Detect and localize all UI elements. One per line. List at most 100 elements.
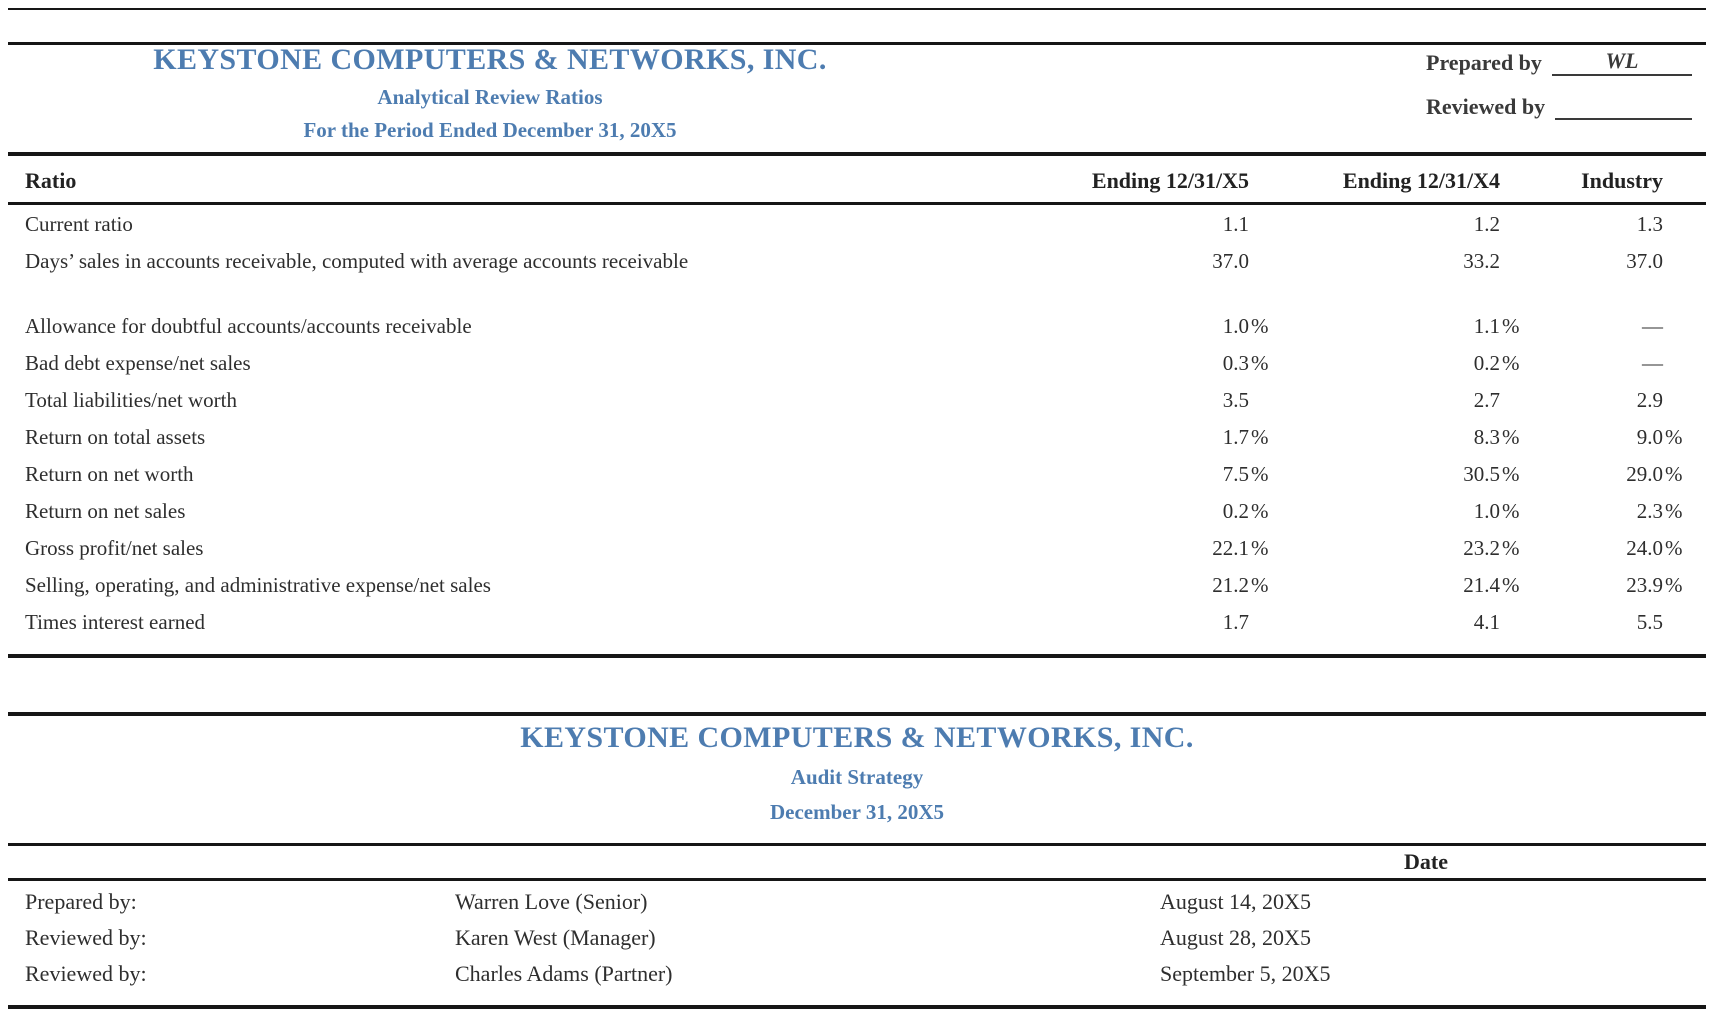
reviewed-by-signature-line <box>1555 92 1692 120</box>
value-x4: 21.4 <box>1463 573 1500 597</box>
value-x4-suffix: % <box>1502 314 1520 338</box>
row-allowance-doubtful-accounts: Allowance for doubtful accounts/accounts… <box>8 308 1706 345</box>
column-header-ending-x5: Ending 12/31/X5 <box>1091 168 1249 193</box>
value-industry: 29.0 <box>1626 462 1663 486</box>
value-x5: 1.7 <box>1222 425 1249 449</box>
value-x4-suffix: % <box>1502 351 1520 375</box>
value-industry: 23.9 <box>1626 573 1663 597</box>
value-x4: 1.1 <box>1473 314 1500 338</box>
value-x5: 1.7 <box>1222 610 1249 634</box>
value-x4: 1.2 <box>1473 212 1500 236</box>
ratio-label: Return on total assets <box>25 425 206 449</box>
value-x5: 3.5 <box>1222 388 1249 412</box>
value-industry: 2.9 <box>1636 388 1663 412</box>
value-x5-suffix: % <box>1251 499 1269 523</box>
section2-company-title: KEYSTONE COMPUTERS & NETWORKS, INC. <box>520 721 1194 754</box>
value-x5: 1.1 <box>1222 212 1249 236</box>
signoff-name: Karen West (Manager) <box>455 925 656 950</box>
signature-block: Prepared by WL Reviewed by <box>1426 46 1692 134</box>
value-industry: 1.3 <box>1636 212 1663 236</box>
value-industry: — <box>1642 351 1663 375</box>
value-x4-suffix: % <box>1502 573 1520 597</box>
section2-date-line: December 31, 20X5 <box>770 800 944 824</box>
value-x4: 4.1 <box>1473 610 1500 634</box>
section2-date-rule <box>8 878 1706 881</box>
value-x5-suffix: % <box>1251 425 1269 449</box>
table-bottom-rule <box>8 654 1706 658</box>
section1-subtitle: Analytical Review Ratios <box>377 85 603 109</box>
column-header-date: Date <box>1404 849 1448 874</box>
signoff-table-body: Prepared by: Warren Love (Senior) August… <box>8 884 1706 992</box>
section2-subtitle: Audit Strategy <box>790 765 924 789</box>
signoff-name: Warren Love (Senior) <box>455 889 648 914</box>
ratios-table-header: Ratio Ending 12/31/X5 Ending 12/31/X4 In… <box>8 166 1706 200</box>
value-x4-suffix: % <box>1502 499 1520 523</box>
signoff-date: August 14, 20X5 <box>1160 889 1311 914</box>
value-x5: 0.3 <box>1222 351 1249 375</box>
value-industry-suffix: % <box>1665 499 1683 523</box>
value-x5: 7.5 <box>1222 462 1249 486</box>
value-x4: 0.2 <box>1473 351 1500 375</box>
signoff-row-reviewed-partner: Reviewed by: Charles Adams (Partner) Sep… <box>8 956 1706 992</box>
prepared-by-row: Prepared by WL <box>1426 46 1692 76</box>
signoff-role: Reviewed by: <box>25 961 147 986</box>
ratio-label: Return on net sales <box>25 499 186 523</box>
signoff-role: Prepared by: <box>25 889 137 914</box>
value-x5: 22.1 <box>1212 536 1249 560</box>
row-return-on-net-worth: Return on net worth 7.5% 30.5% 29.0% <box>8 456 1706 493</box>
section2-header-rule <box>8 843 1706 846</box>
value-x5-suffix: % <box>1251 573 1269 597</box>
ratio-label: Times interest earned <box>25 610 206 634</box>
value-industry: 24.0 <box>1626 536 1663 560</box>
value-industry: — <box>1642 314 1663 338</box>
section1-title-block: KEYSTONE COMPUTERS & NETWORKS, INC. Anal… <box>0 44 980 143</box>
value-x4-suffix: % <box>1502 462 1520 486</box>
value-industry-suffix: % <box>1665 425 1683 449</box>
table-spacer-row <box>8 280 1706 308</box>
row-gross-profit-net-sales: Gross profit/net sales 22.1% 23.2% 24.0% <box>8 530 1706 567</box>
column-header-industry: Industry <box>1581 168 1663 193</box>
row-total-liabilities-net-worth: Total liabilities/net worth 3.5 2.7 2.9 <box>8 382 1706 419</box>
table-header-bottom-rule <box>8 202 1706 205</box>
ratio-label: Return on net worth <box>25 462 194 486</box>
column-header-ratio: Ratio <box>25 168 77 193</box>
value-x4: 2.7 <box>1473 388 1500 412</box>
value-x5-suffix: % <box>1251 462 1269 486</box>
signoff-date: August 28, 20X5 <box>1160 925 1311 950</box>
value-x4: 1.0 <box>1473 499 1500 523</box>
value-x5: 0.2 <box>1222 499 1249 523</box>
column-header-ending-x4: Ending 12/31/X4 <box>1342 168 1500 193</box>
section1-period: For the Period Ended December 31, 20X5 <box>303 118 677 142</box>
value-x4-suffix: % <box>1502 536 1520 560</box>
value-x4: 33.2 <box>1463 249 1500 273</box>
value-industry: 9.0 <box>1636 425 1663 449</box>
ratio-label: Selling, operating, and administrative e… <box>25 573 491 597</box>
top-rule <box>8 8 1706 10</box>
value-x5-suffix: % <box>1251 351 1269 375</box>
signoff-row-prepared: Prepared by: Warren Love (Senior) August… <box>8 884 1706 920</box>
ratio-label: Bad debt expense/net sales <box>25 351 251 375</box>
value-industry: 37.0 <box>1626 249 1663 273</box>
value-x4: 23.2 <box>1463 536 1500 560</box>
value-industry: 5.5 <box>1636 610 1663 634</box>
value-industry-suffix: % <box>1665 573 1683 597</box>
value-x5: 1.0 <box>1222 314 1249 338</box>
value-industry-suffix: % <box>1665 536 1683 560</box>
value-x4: 8.3 <box>1473 425 1500 449</box>
value-industry-suffix: % <box>1665 462 1683 486</box>
row-bad-debt-expense: Bad debt expense/net sales 0.3% 0.2% — <box>8 345 1706 382</box>
value-x5: 21.2 <box>1212 573 1249 597</box>
prepared-by-label: Prepared by <box>1426 50 1542 75</box>
row-days-sales-receivable: Days’ sales in accounts receivable, comp… <box>8 243 1706 280</box>
signoff-name: Charles Adams (Partner) <box>455 961 673 986</box>
ratio-label: Days’ sales in accounts receivable, comp… <box>25 249 689 273</box>
ratio-label: Current ratio <box>25 212 133 236</box>
signoff-date: September 5, 20X5 <box>1160 961 1331 986</box>
row-times-interest-earned: Times interest earned 1.7 4.1 5.5 <box>8 604 1706 641</box>
value-x5-suffix: % <box>1251 314 1269 338</box>
ratio-label: Total liabilities/net worth <box>25 388 237 412</box>
value-x4: 30.5 <box>1463 462 1500 486</box>
reviewed-by-row: Reviewed by <box>1426 90 1692 120</box>
reviewed-by-label: Reviewed by <box>1426 94 1546 119</box>
